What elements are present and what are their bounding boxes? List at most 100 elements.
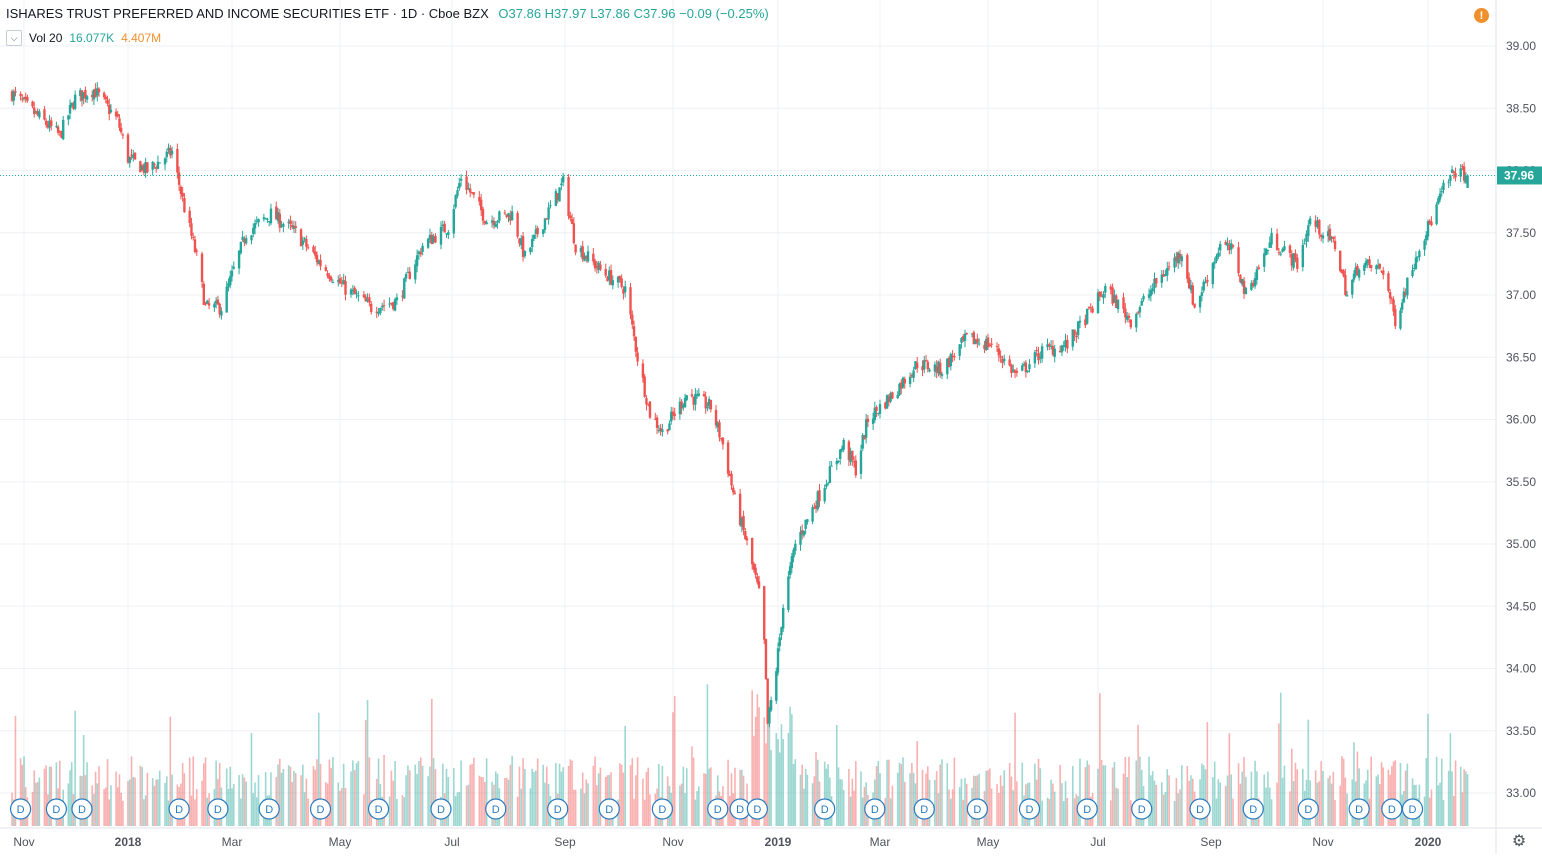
volume-bar: [1034, 763, 1036, 826]
volume-bar: [434, 769, 437, 826]
dividend-marker[interactable]: D: [1189, 798, 1211, 820]
dividend-marker[interactable]: D: [168, 798, 190, 820]
candle: [1459, 164, 1462, 183]
candle: [1363, 262, 1366, 276]
candle: [721, 437, 725, 450]
volume-value-1: 16.077K: [69, 31, 115, 45]
candle: [1218, 240, 1222, 257]
chevron-down-icon[interactable]: ⌵: [6, 30, 22, 46]
volume-bar: [778, 752, 781, 826]
volume-bar: [255, 797, 258, 826]
dividend-marker[interactable]: D: [913, 798, 935, 820]
candle: [1244, 286, 1248, 295]
volume-bar: [939, 764, 941, 826]
dividend-marker[interactable]: D: [1131, 798, 1153, 820]
volume-bar: [289, 766, 292, 826]
candle: [1040, 343, 1044, 363]
candle: [1015, 367, 1019, 377]
dividend-marker[interactable]: D: [207, 798, 229, 820]
volume-bar: [1465, 771, 1467, 826]
symbol-title[interactable]: ISHARES TRUST PREFERRED AND INCOME SECUR…: [6, 6, 489, 21]
dividend-marker[interactable]: D: [1348, 798, 1370, 820]
candle: [1399, 307, 1402, 331]
candle: [733, 490, 737, 495]
volume-bar: [181, 762, 184, 826]
volume-bar: [1016, 781, 1018, 826]
candle: [1198, 295, 1202, 313]
candle: [472, 192, 476, 199]
price-axis[interactable]: 39.0038.5038.0037.5037.0036.5036.0035.50…: [1495, 0, 1542, 854]
svg-text:D: D: [920, 804, 928, 816]
volume-bar: [204, 757, 207, 826]
candle: [202, 281, 205, 306]
candle: [167, 143, 170, 154]
dividend-marker[interactable]: D: [746, 798, 768, 820]
candle: [67, 114, 70, 126]
candle: [239, 241, 243, 255]
dividend-marker[interactable]: D: [1381, 798, 1403, 820]
candle: [1466, 174, 1469, 188]
candle: [479, 193, 483, 216]
candle: [505, 214, 508, 219]
volume-bar: [232, 784, 235, 826]
candle: [481, 206, 485, 226]
volume-bar: [91, 785, 93, 826]
candle: [937, 360, 940, 377]
gear-icon[interactable]: ⚙: [1511, 833, 1527, 850]
candle: [458, 177, 461, 191]
candle: [1378, 263, 1382, 270]
dividend-marker[interactable]: D: [1297, 798, 1319, 820]
candle: [353, 285, 356, 295]
candle: [349, 287, 353, 298]
dividend-marker[interactable]: D: [45, 798, 67, 820]
dividend-marker[interactable]: D: [485, 798, 507, 820]
volume-bar: [1302, 768, 1304, 826]
dividend-marker[interactable]: D: [258, 798, 280, 820]
candle: [1314, 215, 1317, 233]
dividend-marker[interactable]: D: [547, 798, 569, 820]
dividend-marker[interactable]: D: [9, 798, 32, 820]
dividend-marker[interactable]: D: [814, 798, 836, 820]
dividend-marker[interactable]: D: [598, 798, 620, 820]
volume-bar: [520, 788, 523, 826]
dividend-marker[interactable]: D: [1018, 798, 1041, 820]
candle: [1450, 165, 1454, 174]
candle: [926, 359, 930, 373]
dividend-marker[interactable]: D: [864, 798, 886, 820]
dividend-marker[interactable]: D: [367, 798, 390, 820]
dividend-marker[interactable]: D: [1401, 798, 1424, 820]
candle: [1330, 235, 1333, 243]
time-axis[interactable]: Nov 2018 Mar May Jul Sep Nov 2019 Mar May Jul Sep No…: [0, 827, 1542, 849]
dividend-marker[interactable]: D: [71, 798, 93, 820]
volume-label[interactable]: Vol 20: [29, 31, 63, 45]
dividend-marker[interactable]: D: [309, 798, 332, 820]
candle: [520, 234, 523, 250]
dividend-marker[interactable]: D: [651, 798, 673, 820]
candle: [1142, 293, 1145, 302]
time-tick-label: Mar: [222, 835, 243, 849]
volume-bar: [1053, 791, 1056, 826]
dividend-marker[interactable]: D: [1076, 798, 1098, 820]
candle: [875, 405, 878, 417]
svg-text:D: D: [375, 804, 383, 816]
candle: [814, 500, 818, 514]
volume-bar: [1206, 722, 1209, 826]
volume-bar: [1041, 800, 1043, 826]
dividend-marker[interactable]: D: [707, 798, 729, 820]
volume-bar: [1449, 733, 1452, 826]
volume-bar: [355, 763, 358, 826]
volume-bar: [392, 780, 395, 826]
candle: [485, 219, 488, 225]
alert-icon[interactable]: !: [1474, 8, 1489, 23]
volume-bar: [201, 780, 203, 826]
volume-bar: [394, 761, 396, 826]
volume-bar: [293, 771, 295, 826]
candle: [1400, 299, 1404, 314]
dividend-marker[interactable]: D: [1242, 798, 1264, 820]
dividend-marker[interactable]: D: [430, 798, 452, 820]
candle: [315, 251, 319, 267]
dividend-marker[interactable]: D: [729, 798, 751, 820]
dividend-marker[interactable]: D: [966, 798, 988, 820]
